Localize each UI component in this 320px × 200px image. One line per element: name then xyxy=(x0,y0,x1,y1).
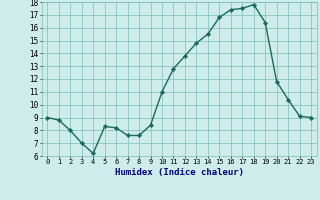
X-axis label: Humidex (Indice chaleur): Humidex (Indice chaleur) xyxy=(115,168,244,177)
